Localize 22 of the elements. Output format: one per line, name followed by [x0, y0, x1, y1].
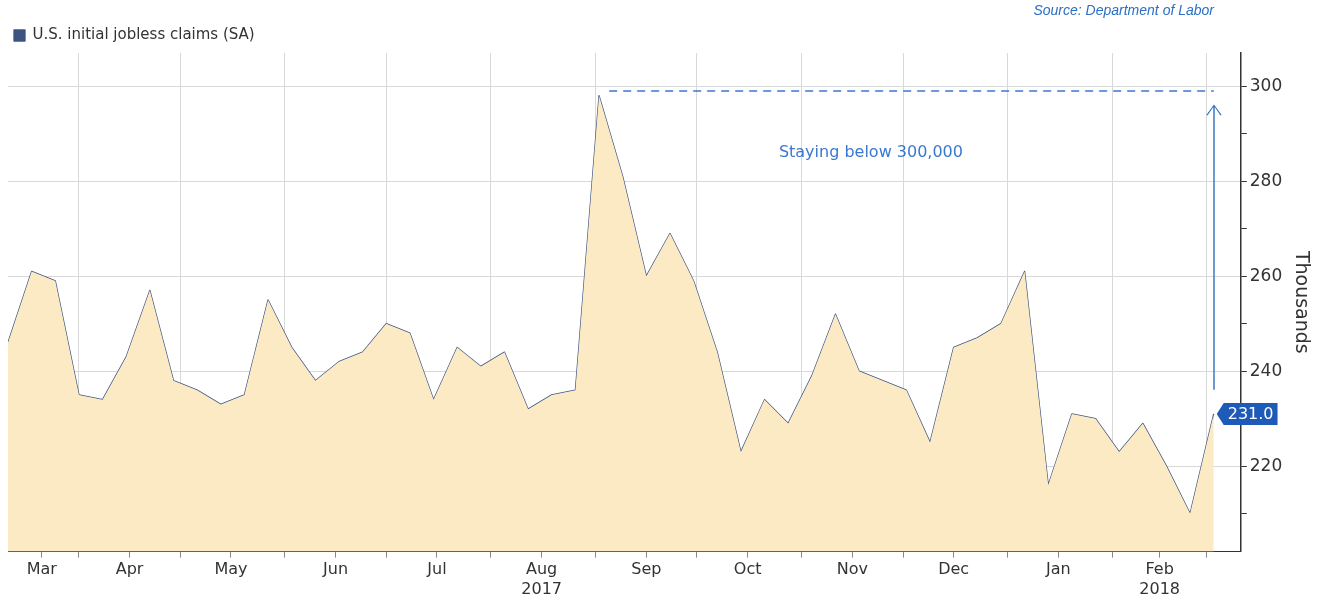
x-tick-label: Oct — [733, 559, 762, 579]
y-tick-label: 280 — [1249, 169, 1283, 190]
x-tick-label: Nov — [836, 559, 868, 579]
x-tick-label: May — [214, 559, 248, 579]
y-tick-label: 220 — [1249, 454, 1283, 475]
data-label: 231.0 — [1227, 404, 1274, 424]
y-tick-label: 240 — [1249, 359, 1283, 380]
x-tick-label: Jun — [322, 559, 349, 579]
x-tick-label: Jan — [1045, 559, 1071, 579]
x-tick-label: Mar — [26, 559, 58, 579]
y-tick-label: 300 — [1249, 74, 1283, 95]
x-tick-label: Feb 2018 — [1139, 559, 1181, 598]
x-tick-label: Aug 2017 — [521, 559, 562, 598]
annotation: Staying below 300,000 — [778, 141, 963, 161]
x-tick-label: Sep — [631, 559, 662, 579]
x-tick-label: Apr — [115, 559, 144, 579]
y-axis-title: Thousands — [1291, 249, 1314, 354]
y-tick-label: 260 — [1249, 264, 1283, 285]
x-tick-label: Jul — [426, 559, 447, 579]
legend-label: U.S. initial jobless claims (SA) — [32, 25, 255, 44]
x-tick-label: Dec — [938, 559, 970, 579]
source-note: Source: Department of Labor — [1033, 2, 1214, 18]
